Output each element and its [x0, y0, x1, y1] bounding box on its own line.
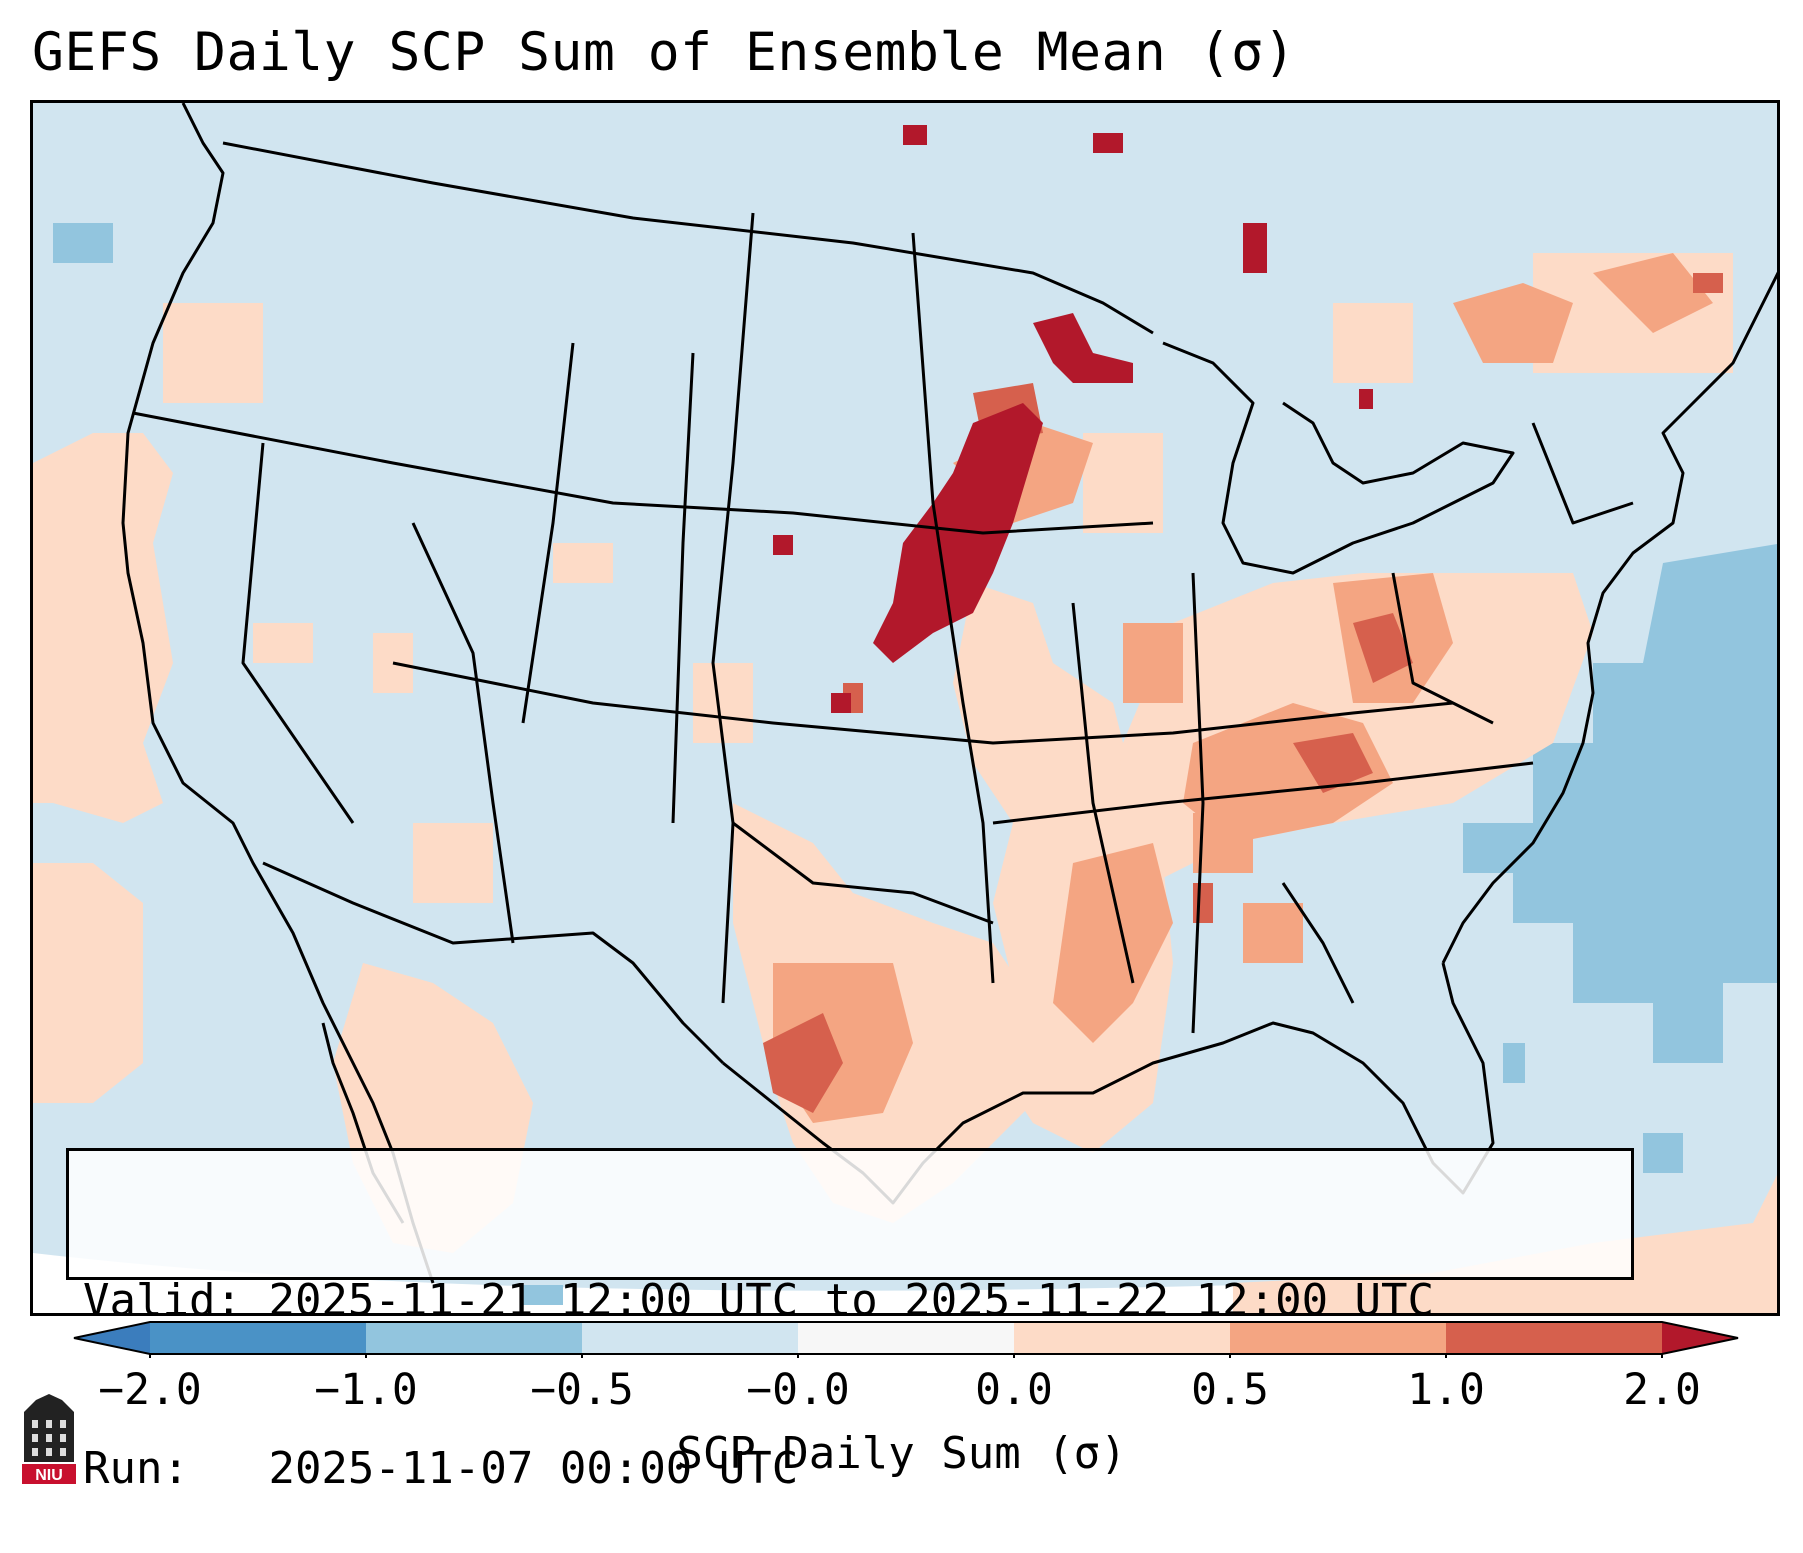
colorbar [73, 1321, 1739, 1358]
run-value: 2025-11-07 00:00 UTC [268, 1443, 799, 1494]
valid-line: Valid: 2025-11-21 12:00 UTC to 2025-11-2… [83, 1273, 1617, 1329]
negative-anomaly-atlantic [53, 223, 1777, 1305]
colorbar-bin-0 [74, 1322, 150, 1354]
east-coast [1441, 271, 1777, 964]
valid-label: Valid: [83, 1275, 242, 1326]
state-line-11 [1391, 572, 1494, 725]
coastlines-and-borders [121, 103, 1777, 1284]
colorbar-bin-8 [1662, 1322, 1738, 1354]
colorbar-bin-6 [1230, 1322, 1446, 1354]
validity-info-box: Valid: 2025-11-21 12:00 UTC to 2025-11-2… [66, 1148, 1634, 1494]
valid-value: 2025-11-21 12:00 UTC to 2025-11-22 12:00… [268, 1275, 1435, 1326]
us-canada-border [222, 141, 1154, 335]
west-coast [121, 103, 435, 1284]
state-line-8 [1071, 602, 1135, 984]
logo-text: NIU [35, 1467, 63, 1484]
state-line-14 [671, 352, 695, 824]
colorbar-bin-3 [582, 1322, 798, 1354]
state-line-6 [911, 232, 995, 984]
run-label: Run: [83, 1443, 189, 1494]
state-line-2 [411, 522, 515, 944]
colorbar-tick-label: 0.5 [1191, 1365, 1269, 1415]
run-line: Run: 2025-11-07 00:00 UTC [83, 1441, 1617, 1497]
colorbar-label: SCP Daily Sum (σ) [676, 1428, 1127, 1479]
colorbar-bin-5 [1014, 1322, 1230, 1354]
colorbar-bin-1 [150, 1322, 366, 1354]
map-frame [30, 100, 1780, 1316]
state-line-10 [1281, 882, 1355, 1004]
state-line-4 [521, 342, 575, 724]
chart-title: GEFS Daily SCP Sum of Ensemble Mean (σ) [32, 22, 1296, 83]
positive-anomaly-extreme [773, 125, 1373, 713]
state-line-13 [241, 442, 355, 824]
great-lakes [1162, 341, 1515, 575]
state-line-1 [132, 411, 1154, 535]
mexico-border [262, 861, 725, 1065]
niu-logo: NIU [22, 1394, 76, 1484]
colorbar-bin-4 [798, 1322, 1014, 1354]
state-line-3 [392, 661, 1454, 745]
colorbar-tick-label: −1.0 [314, 1365, 418, 1415]
colorbar-bin-7 [1446, 1322, 1662, 1354]
positive-anomaly-strong [763, 273, 1723, 1113]
colorbar-tick-label: 2.0 [1623, 1365, 1701, 1415]
state-line-9 [1191, 572, 1205, 1034]
colorbar-tick-label: 0.0 [975, 1365, 1053, 1415]
state-line-5 [711, 212, 755, 1004]
colorbar-ticks [149, 1354, 1663, 1358]
map-canvas [33, 103, 1777, 1313]
colorbar-tick-label: −0.5 [530, 1365, 634, 1415]
state-line-7 [992, 761, 1534, 825]
colorbar-tick-label: −2.0 [98, 1365, 202, 1415]
colorbar-tick-label: 1.0 [1407, 1365, 1485, 1415]
state-line-15 [1531, 422, 1634, 525]
state-line-12 [732, 821, 994, 925]
colorbar-bin-2 [366, 1322, 582, 1354]
colorbar-tick-label: −0.0 [746, 1365, 850, 1415]
